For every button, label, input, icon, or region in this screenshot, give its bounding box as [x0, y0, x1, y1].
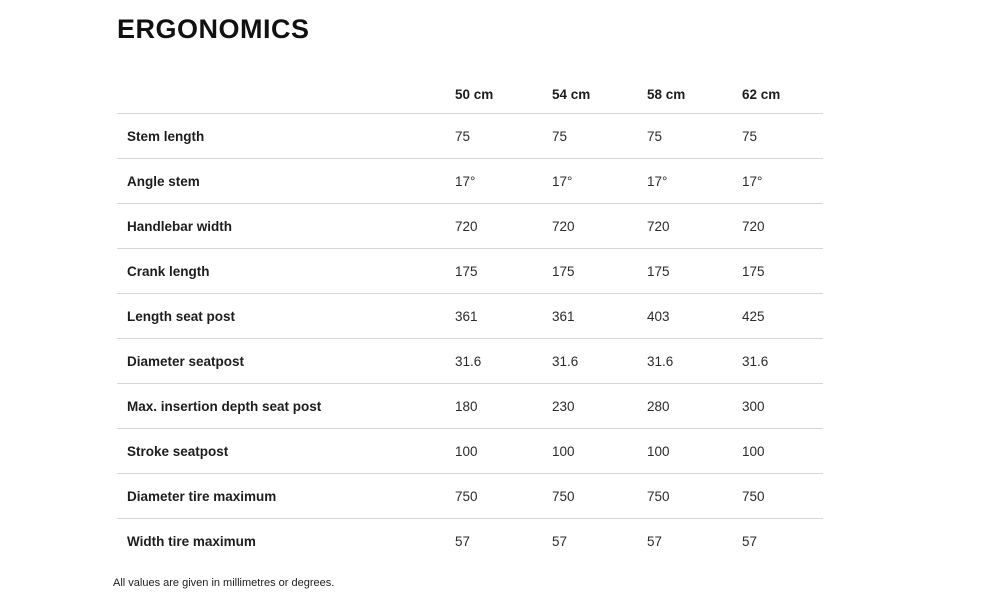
cell-value: 100 [542, 428, 637, 474]
row-label: Length seat post [117, 293, 445, 339]
column-header-58cm: 58 cm [637, 73, 732, 114]
table-row: Width tire maximum 57 57 57 57 [117, 519, 823, 564]
cell-value: 57 [742, 533, 758, 549]
cell-value: 361 [445, 293, 542, 339]
cell-value: 720 [445, 203, 542, 249]
table-body: Stem length 75 75 75 75 Angle stem 17° 1… [117, 113, 823, 564]
footnote: All values are given in millimetres or d… [113, 577, 335, 589]
row-label: Crank length [117, 248, 445, 294]
cell-value: 750 [445, 473, 542, 519]
row-label: Stroke seatpost [117, 428, 445, 474]
cell-value: 175 [542, 248, 637, 294]
cell-value: 361 [542, 293, 637, 339]
cell-value: 750 [637, 473, 732, 519]
cell-value: 100 [637, 428, 732, 474]
cell-value: 720 [542, 203, 637, 249]
cell-value: 180 [445, 383, 542, 429]
column-header-62cm: 62 cm [732, 73, 823, 114]
cell-value: 75 [445, 113, 542, 159]
cell-value: 230 [542, 383, 637, 429]
table-row: Angle stem 17° 17° 17° 17° [117, 158, 823, 204]
table-row: Length seat post 361 361 403 425 [117, 293, 823, 339]
header-row: 50 cm 54 cm 58 cm 62 cm [117, 73, 823, 114]
cell-value: 17° [637, 158, 732, 204]
header-spacer [117, 73, 445, 114]
ergonomics-table: 50 cm 54 cm 58 cm 62 cm Stem length 75 7… [117, 73, 823, 563]
row-label: Max. insertion depth seat post [117, 383, 445, 429]
column-header-54cm: 54 cm [542, 73, 637, 114]
cell-value: 57 [455, 533, 471, 549]
table-row: Crank length 175 175 175 175 [117, 248, 823, 294]
cell-value: 57 [647, 533, 663, 549]
table-row: Diameter seatpost 31.6 31.6 31.6 31.6 [117, 338, 823, 384]
row-label: Diameter tire maximum [117, 473, 445, 519]
cell-value: 31.6 [732, 338, 823, 384]
cell-value: 750 [542, 473, 637, 519]
cell-value: 100 [732, 428, 823, 474]
table-row: Max. insertion depth seat post 180 230 2… [117, 383, 823, 429]
cell-value: 720 [732, 203, 823, 249]
cell-value: 75 [732, 113, 823, 159]
cell-value: 750 [732, 473, 823, 519]
cell-value: 175 [445, 248, 542, 294]
cell-value: 425 [732, 293, 823, 339]
table-row: Stem length 75 75 75 75 [117, 113, 823, 159]
page-title: ERGONOMICS [117, 14, 310, 44]
row-label: Angle stem [117, 158, 445, 204]
cell-value: 720 [637, 203, 732, 249]
cell-value: 17° [542, 158, 637, 204]
column-header-50cm: 50 cm [445, 73, 542, 114]
cell-value: 175 [637, 248, 732, 294]
cell-value: 31.6 [542, 338, 637, 384]
cell-value: 75 [542, 113, 637, 159]
table-row: Stroke seatpost 100 100 100 100 [117, 428, 823, 474]
cell-value: 31.6 [445, 338, 542, 384]
cell-value: 17° [445, 158, 542, 204]
ergonomics-section: ERGONOMICS 50 cm 54 cm 58 cm 62 cm Stem … [113, 13, 823, 589]
cell-value: 31.6 [637, 338, 732, 384]
cell-value: 57 [552, 533, 568, 549]
row-label: Handlebar width [117, 203, 445, 249]
table-row: Diameter tire maximum 750 750 750 750 [117, 473, 823, 519]
cell-value: 17° [732, 158, 823, 204]
row-label: Width tire maximum [127, 533, 256, 549]
row-label: Stem length [117, 113, 445, 159]
cell-value: 75 [637, 113, 732, 159]
row-label: Diameter seatpost [117, 338, 445, 384]
cell-value: 300 [732, 383, 823, 429]
cell-value: 280 [637, 383, 732, 429]
table-header: 50 cm 54 cm 58 cm 62 cm [117, 73, 823, 114]
cell-value: 403 [637, 293, 732, 339]
cell-value: 175 [732, 248, 823, 294]
table-row: Handlebar width 720 720 720 720 [117, 203, 823, 249]
cell-value: 100 [445, 428, 542, 474]
